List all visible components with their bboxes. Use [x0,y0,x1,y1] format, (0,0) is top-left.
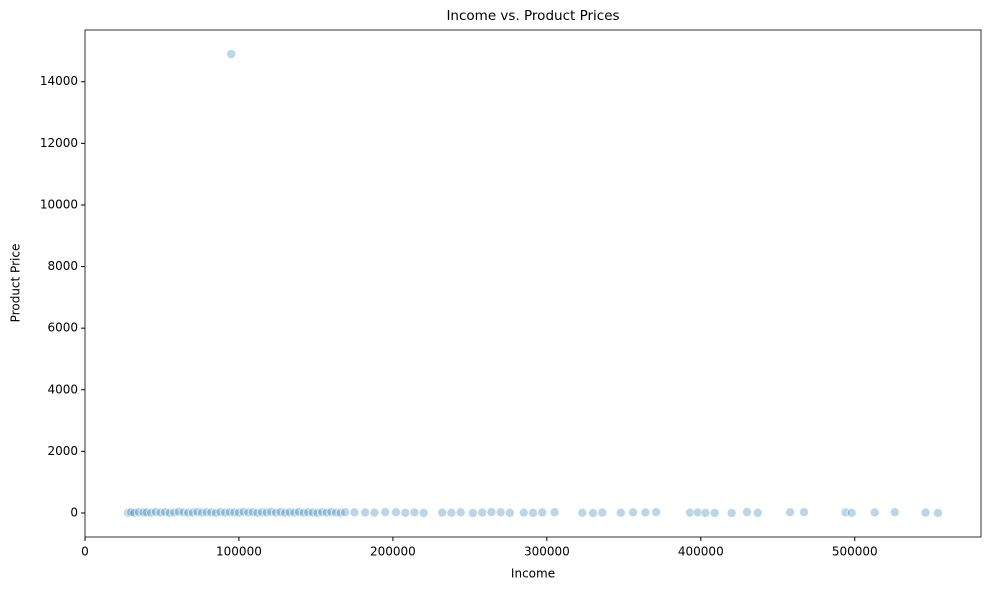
point [889,507,900,518]
point [477,507,487,518]
y-tick-label: 14000 [40,74,78,88]
point [588,508,598,518]
point [486,507,497,517]
x-tick-label: 300000 [524,545,570,559]
point [700,508,711,518]
point [577,508,588,518]
point [495,507,506,518]
point [409,507,420,518]
point [446,507,457,518]
point [920,507,931,518]
y-tick-label: 12000 [40,136,78,150]
plot-frame [84,29,982,538]
point [455,507,466,518]
point [640,507,651,518]
point [226,49,237,59]
point [537,507,548,518]
point [418,508,429,518]
point [869,507,880,518]
point [391,507,401,518]
y-tick-label: 6000 [47,321,78,335]
point [785,507,795,518]
point [360,507,370,518]
chart-title: Income vs. Product Prices [446,8,619,24]
point [685,507,695,518]
x-tick-label: 400000 [678,545,724,559]
point [933,508,943,518]
point [138,507,149,518]
point [349,507,360,518]
point [369,507,380,518]
x-tick-label: 100000 [216,545,262,559]
point [437,507,447,518]
point [380,507,391,517]
point [400,508,411,518]
y-tick-label: 8000 [47,259,78,273]
point [505,507,515,518]
point [340,507,350,518]
point [742,507,752,517]
y-tick-label: 10000 [40,197,78,211]
point [846,508,857,518]
point [549,507,560,518]
y-axis-label: Product Price [9,244,23,323]
point [692,507,703,518]
x-tick-label: 0 [81,545,89,559]
x-tick-label: 200000 [370,545,416,559]
y-tick-label: 2000 [47,444,78,458]
point [651,507,661,518]
point [518,507,529,518]
point [615,507,626,518]
x-tick-label: 500000 [832,545,878,559]
point [709,508,720,518]
x-axis-label: Income [511,567,555,581]
point [528,508,538,518]
point [628,507,638,518]
point [597,507,608,518]
point [126,507,136,518]
point [752,507,763,518]
point [468,508,478,518]
point [799,507,809,517]
y-tick-label: 0 [70,505,78,519]
y-tick-label: 4000 [47,382,78,396]
point [726,508,737,518]
